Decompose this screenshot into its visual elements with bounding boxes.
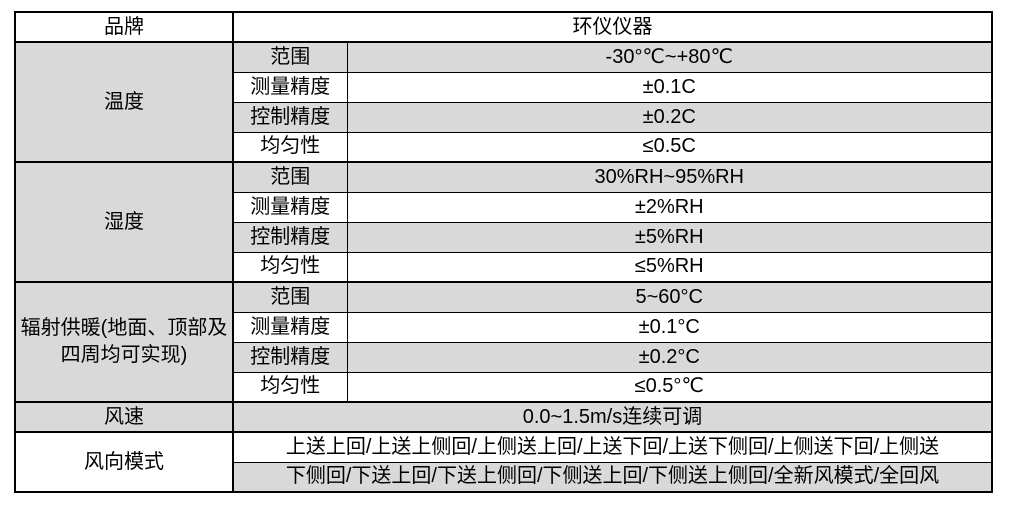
section-temperature-cell: 温度	[14, 41, 234, 163]
humidity-uniformity-row: 均匀性 ≤5%RH	[15, 251, 993, 283]
temperature-range-label: 范围	[232, 41, 348, 73]
wind-speed-row: 风速 0.0~1.5m/s连续可调	[14, 401, 993, 433]
humidity-control-accuracy-row: 控制精度 ±5%RH	[15, 221, 993, 253]
section-radiant-heating-cell: 辐射供暖(地面、顶部及四周均可实现)	[14, 281, 234, 403]
radiant-uniformity-row: 均匀性 ≤0.5°℃	[15, 371, 993, 403]
radiant-control-accuracy-value: ±0.2°C	[346, 341, 993, 373]
temperature-range-row: 温度 范围 -30°℃~+80℃	[14, 41, 993, 163]
humidity-range-label: 范围	[232, 161, 348, 193]
temperature-uniformity-label: 均匀性	[232, 131, 348, 163]
radiant-uniformity-value: ≤0.5°℃	[346, 371, 993, 403]
temperature-measure-accuracy-value: ±0.1C	[346, 71, 993, 103]
spec-table: 品牌 环仪仪器 温度 范围 -30°℃~+80℃ 测量精度 ±0.1C 控制精度…	[14, 11, 993, 493]
radiant-uniformity-label: 均匀性	[232, 371, 348, 403]
radiant-control-accuracy-label: 控制精度	[232, 341, 348, 373]
humidity-control-accuracy-label: 控制精度	[232, 221, 348, 253]
brand-label-cell: 品牌	[14, 11, 234, 43]
radiant-range-value: 5~60°C	[346, 281, 993, 313]
temperature-measure-accuracy-row: 测量精度 ±0.1C	[15, 71, 993, 103]
temperature-uniformity-row: 均匀性 ≤0.5C	[15, 131, 993, 163]
humidity-uniformity-label: 均匀性	[232, 251, 348, 283]
humidity-range-value: 30%RH~95%RH	[346, 161, 993, 193]
temperature-control-accuracy-row: 控制精度 ±0.2C	[15, 101, 993, 133]
wind-mode-label-cell: 风向模式	[14, 431, 234, 493]
section-humidity-cell: 湿度	[14, 161, 234, 283]
wind-speed-value-cell: 0.0~1.5m/s连续可调	[232, 401, 993, 433]
humidity-uniformity-value: ≤5%RH	[346, 251, 993, 283]
temperature-uniformity-value: ≤0.5C	[346, 131, 993, 163]
humidity-measure-accuracy-row: 测量精度 ±2%RH	[15, 191, 993, 223]
temperature-measure-accuracy-label: 测量精度	[232, 71, 348, 103]
temperature-control-accuracy-value: ±0.2C	[346, 101, 993, 133]
wind-speed-label-cell: 风速	[14, 401, 234, 433]
radiant-measure-accuracy-row: 测量精度 ±0.1°C	[15, 311, 993, 343]
humidity-measure-accuracy-label: 测量精度	[232, 191, 348, 223]
radiant-range-row: 辐射供暖(地面、顶部及四周均可实现) 范围 5~60°C	[14, 281, 993, 403]
temperature-range-value: -30°℃~+80℃	[346, 41, 993, 73]
humidity-control-accuracy-value: ±5%RH	[346, 221, 993, 253]
radiant-measure-accuracy-value: ±0.1°C	[346, 311, 993, 343]
radiant-measure-accuracy-label: 测量精度	[232, 311, 348, 343]
wind-mode-row-1: 风向模式 上送上回/上送上侧回/上侧送上回/上送下回/上送下侧回/上侧送下回/上…	[14, 431, 993, 493]
wind-mode-line1-cell: 上送上回/上送上侧回/上侧送上回/上送下回/上送下侧回/上侧送下回/上侧送	[232, 431, 993, 463]
temperature-control-accuracy-label: 控制精度	[232, 101, 348, 133]
wind-mode-line2-cell: 下侧回/下送上回/下送上侧回/下侧送上回/下侧送上侧回/全新风模式/全回风	[232, 461, 993, 493]
brand-value-cell: 环仪仪器	[232, 11, 993, 43]
radiant-range-label: 范围	[232, 281, 348, 313]
humidity-range-row: 湿度 范围 30%RH~95%RH	[14, 161, 993, 283]
brand-row: 品牌 环仪仪器	[14, 11, 993, 43]
humidity-measure-accuracy-value: ±2%RH	[346, 191, 993, 223]
wind-mode-row-2: 下侧回/下送上回/下送上侧回/下侧送上回/下侧送上侧回/全新风模式/全回风	[15, 461, 993, 493]
